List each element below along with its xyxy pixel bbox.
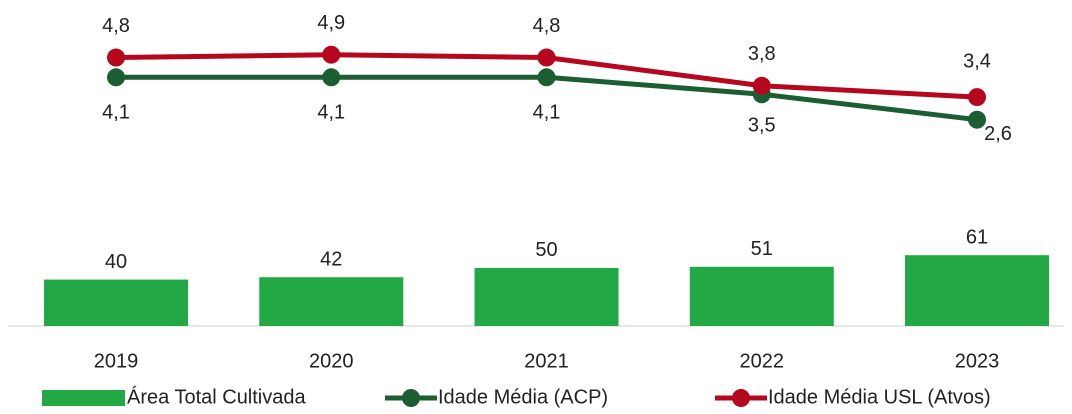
bar — [474, 267, 619, 326]
data-label: 51 — [751, 238, 773, 260]
data-label: 4,8 — [102, 15, 130, 37]
data-label: 4,8 — [533, 15, 561, 37]
data-label: 42 — [320, 249, 342, 271]
x-tick-label: 2023 — [955, 350, 1000, 372]
legend-marker — [402, 389, 420, 407]
data-label: 50 — [535, 239, 557, 261]
legend-label: Idade Média (ACP) — [438, 386, 608, 408]
data-label: 4,9 — [317, 12, 345, 34]
x-tick-label: 2021 — [524, 350, 569, 372]
data-label: 4,1 — [102, 102, 130, 124]
bar — [259, 277, 404, 326]
legend-label: Área Total Cultivada — [127, 385, 307, 408]
bar — [905, 255, 1050, 326]
x-tick-label: 2019 — [94, 350, 139, 372]
data-label: 3,8 — [748, 43, 776, 65]
point — [752, 76, 771, 95]
data-label: 3,5 — [748, 115, 776, 137]
data-label: 3,4 — [963, 50, 991, 72]
legend-swatch — [42, 390, 125, 406]
legend-label: Idade Média USL (Atvos) — [768, 386, 991, 408]
data-label: 2,6 — [984, 123, 1012, 145]
point — [537, 68, 556, 87]
bar — [689, 266, 834, 326]
data-label: 61 — [966, 226, 988, 248]
data-label: 40 — [105, 251, 127, 273]
bar — [44, 279, 189, 326]
point — [968, 110, 987, 129]
x-tick-label: 2020 — [309, 350, 354, 372]
point — [322, 45, 341, 64]
point — [968, 88, 987, 107]
data-label: 4,1 — [533, 102, 561, 124]
x-tick-label: 2022 — [740, 350, 785, 372]
point — [107, 68, 126, 87]
point — [107, 48, 126, 67]
point — [322, 68, 341, 87]
data-label: 4,1 — [317, 102, 345, 124]
legend-marker — [732, 389, 750, 407]
point — [537, 48, 556, 67]
